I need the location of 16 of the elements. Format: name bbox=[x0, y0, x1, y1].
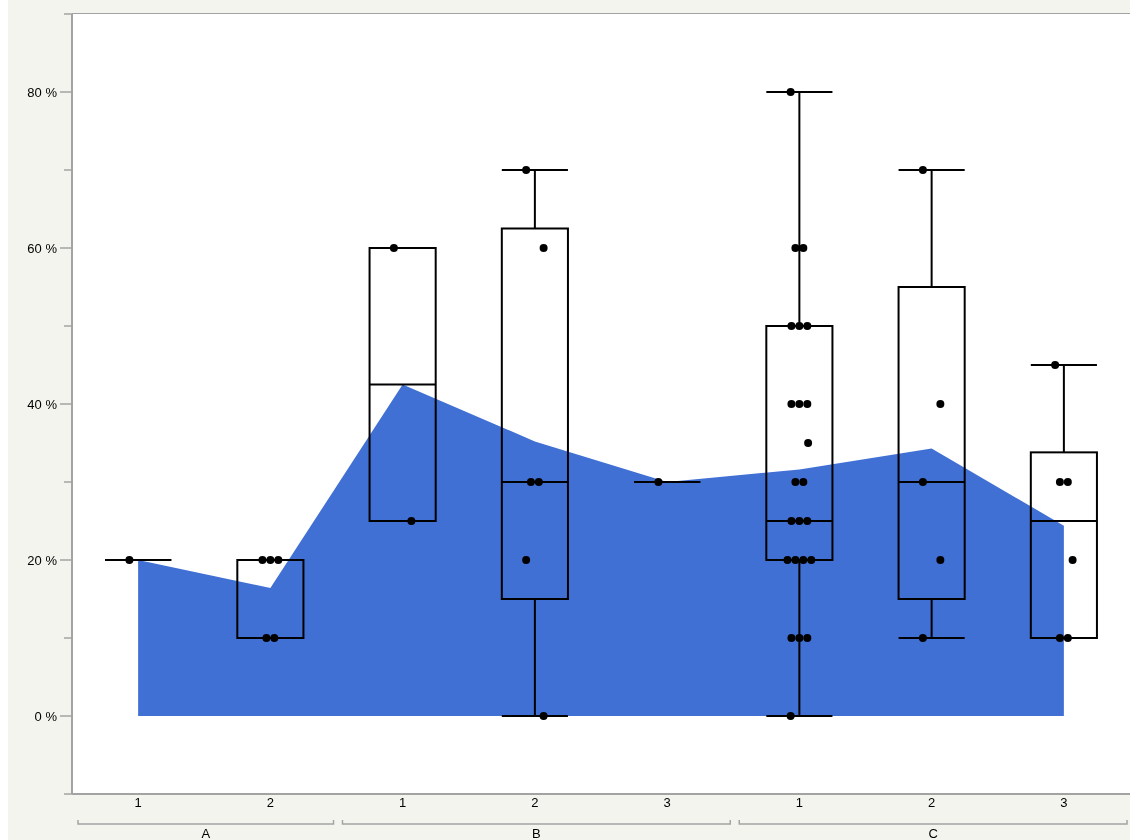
y-tick-label: 0 % bbox=[34, 708, 58, 724]
x-tick-label: 2 bbox=[266, 795, 274, 811]
text: B bbox=[532, 825, 541, 840]
y-tick-label: 60 % bbox=[27, 240, 58, 256]
text: C bbox=[928, 825, 938, 840]
x-tick-label: 2 bbox=[531, 795, 539, 811]
x-tick-label: 1 bbox=[134, 795, 142, 811]
x-tick-label: 3 bbox=[1060, 795, 1068, 811]
x-tick-label: 1 bbox=[795, 795, 803, 811]
y-tick-label: 80 % bbox=[27, 84, 58, 100]
y-tick-label: 40 % bbox=[27, 396, 58, 412]
x-tick-label: 3 bbox=[663, 795, 671, 811]
y-tick-label: 20 % bbox=[27, 552, 58, 568]
x-tick-label: 2 bbox=[928, 795, 936, 811]
x-tick-label: 1 bbox=[399, 795, 407, 811]
text: A bbox=[201, 825, 211, 840]
